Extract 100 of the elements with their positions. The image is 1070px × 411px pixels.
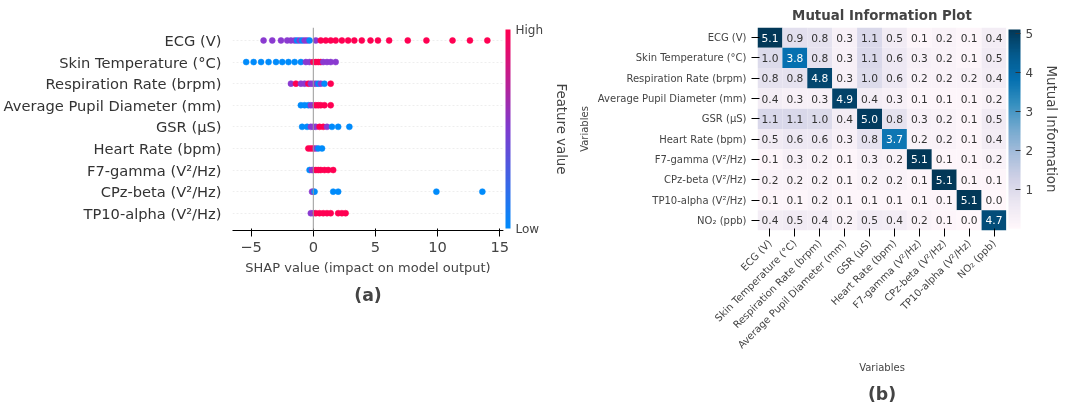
y-tick-label: Respiration Rate (brpm) xyxy=(45,75,222,93)
data-label: 0.1 xyxy=(960,133,978,147)
data-label: 0.2 xyxy=(885,173,903,187)
data-label: 1.1 xyxy=(761,112,779,126)
x-tick-label: 10 xyxy=(428,237,447,255)
data-label: 0.1 xyxy=(786,194,804,208)
data-label: 0.3 xyxy=(861,153,879,167)
data-label: 1.0 xyxy=(861,72,879,86)
data-label: 0.3 xyxy=(910,112,928,126)
data-label: 5.0 xyxy=(861,112,879,126)
data-label: 0.1 xyxy=(960,92,978,106)
data-label: 0.2 xyxy=(811,153,829,167)
data-label: 0.1 xyxy=(960,112,978,126)
data-label: 0.1 xyxy=(885,194,903,208)
data-label: 4.7 xyxy=(985,214,1003,228)
y-tick-label: Heart Rate (bpm) xyxy=(659,133,747,145)
data-label: 0.1 xyxy=(960,51,978,65)
data-label: 0.8 xyxy=(811,31,829,45)
data-label: 1.0 xyxy=(811,112,829,126)
data-label: 0.4 xyxy=(836,112,854,126)
data-label: 0.1 xyxy=(985,173,1003,187)
data-label: 3.8 xyxy=(786,51,804,65)
data-label: 0.8 xyxy=(761,72,779,86)
data-label: 5.1 xyxy=(910,153,928,167)
text: (b) xyxy=(867,383,897,404)
data-label: 0.6 xyxy=(811,133,829,147)
data-label: 0.2 xyxy=(811,173,829,187)
data-label: 0.3 xyxy=(786,153,804,167)
y-axis-title: Variables xyxy=(578,106,590,152)
data-label: 4.9 xyxy=(836,92,854,106)
data-label: 0.3 xyxy=(786,92,804,106)
data-label: 0.4 xyxy=(985,31,1003,45)
data-label: 0.1 xyxy=(935,194,953,208)
y-tick-label: NO₂ (ppb) xyxy=(697,214,747,226)
color-bar-label: 2 xyxy=(1025,143,1034,158)
data-label: 0.1 xyxy=(861,194,879,208)
data-label: 0.2 xyxy=(935,133,953,147)
y-tick-label: TP10-alpha (V²/Hz) xyxy=(651,194,747,206)
data-label: 5.1 xyxy=(761,31,779,45)
data-label: 0.3 xyxy=(836,133,854,147)
data-label: 0.2 xyxy=(985,92,1003,106)
x-tick-label: 0 xyxy=(308,237,318,255)
data-label: 0.5 xyxy=(786,214,804,228)
data-label: 1.0 xyxy=(761,51,779,65)
y-tick-label: Average Pupil Diameter (mm) xyxy=(3,96,222,114)
data-label: 0.2 xyxy=(935,51,953,65)
data-label: 0.1 xyxy=(836,194,854,208)
data-label: 0.1 xyxy=(761,194,779,208)
data-label: 0.5 xyxy=(761,133,779,147)
data-label: 0.3 xyxy=(836,51,854,65)
data-label: 0.4 xyxy=(811,214,829,228)
data-label: 0.4 xyxy=(861,92,879,106)
data-label: 0.9 xyxy=(786,31,804,45)
y-tick-label: F7-gamma (V²/Hz) xyxy=(654,153,747,165)
data-label: 0.1 xyxy=(836,173,854,187)
data-label: 3.7 xyxy=(885,133,903,147)
data-label: 0.2 xyxy=(836,214,854,228)
color-bar-label: 1 xyxy=(1025,182,1034,197)
data-label: 0.5 xyxy=(985,112,1003,126)
y-tick-label: CPz-beta (V²/Hz) xyxy=(664,174,747,186)
data-label: 0.3 xyxy=(910,51,928,65)
data-label: 0.5 xyxy=(861,214,879,228)
data-label: 0.4 xyxy=(761,92,779,106)
data-label: 0.1 xyxy=(960,31,978,45)
color-bar-label: 5 xyxy=(1025,26,1034,41)
y-tick-label: CPz-beta (V²/Hz) xyxy=(100,183,222,201)
color-bar-label: Low xyxy=(515,221,540,236)
data-label: 0.2 xyxy=(811,194,829,208)
data-label: 0.4 xyxy=(985,133,1003,147)
data-label: 4.8 xyxy=(811,72,829,86)
data-label: 0.2 xyxy=(885,153,903,167)
data-label: 0.2 xyxy=(960,72,978,86)
x-tick-label: 15 xyxy=(490,237,510,255)
data-label: 0.1 xyxy=(910,31,928,45)
data-label: 0.4 xyxy=(761,214,779,228)
data-label: 0.1 xyxy=(960,153,978,167)
x-tick-label: −5 xyxy=(240,237,262,255)
y-tick-label: Average Pupil Diameter (mm) xyxy=(597,93,747,105)
data-label: 0.2 xyxy=(910,133,928,147)
data-label: 0.2 xyxy=(935,72,953,86)
y-tick-label: ECG (V) xyxy=(707,32,747,44)
data-label: 0.6 xyxy=(786,133,804,147)
color-bar-label: High xyxy=(515,22,544,37)
data-label: 0.2 xyxy=(861,173,879,187)
data-label: 0.1 xyxy=(761,153,779,167)
data-label: 0.0 xyxy=(985,194,1003,208)
data-label: 0.1 xyxy=(910,194,928,208)
data-label: 0.3 xyxy=(836,72,854,86)
data-label: 0.2 xyxy=(985,153,1003,167)
data-label: 0.2 xyxy=(761,173,779,187)
data-label: 0.2 xyxy=(935,31,953,45)
color-bar-label: 4 xyxy=(1025,65,1034,80)
color-bar-label: 3 xyxy=(1025,104,1034,119)
x-axis-title: SHAP value (impact on model output) xyxy=(245,259,491,275)
y-tick-label: Skin Temperature (°C) xyxy=(635,52,747,64)
data-label: 0.2 xyxy=(910,214,928,228)
x-tick-label: 5 xyxy=(370,237,381,255)
data-label: 0.5 xyxy=(985,51,1003,65)
y-tick-label: Heart Rate (bpm) xyxy=(93,139,222,157)
y-tick-label: TP10-alpha (V²/Hz) xyxy=(82,204,222,222)
